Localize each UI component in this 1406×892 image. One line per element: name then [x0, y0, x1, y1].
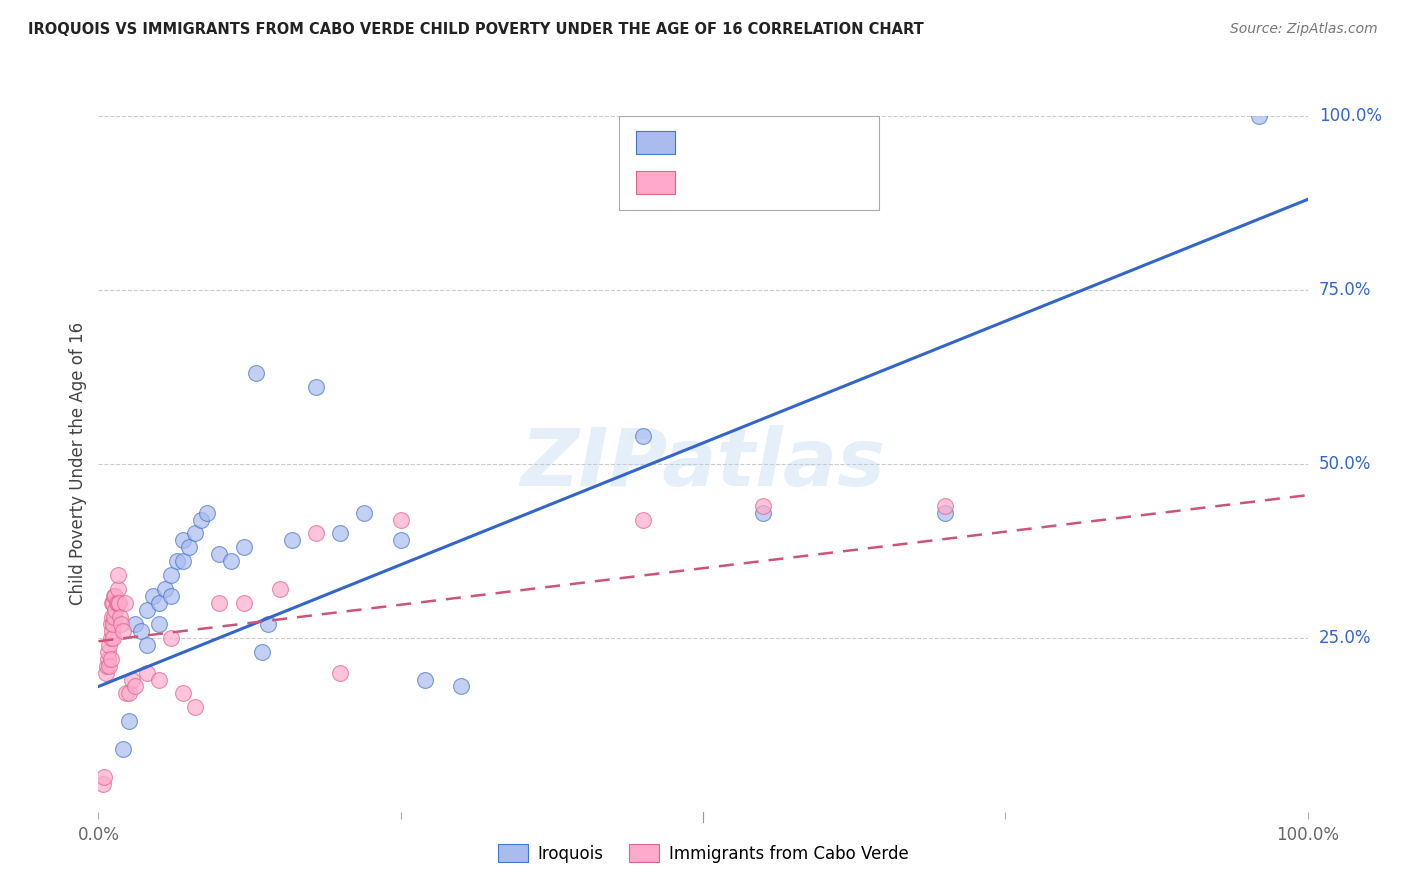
Point: [100, 631, 122, 645]
Point: [153, 582, 176, 596]
Point: [353, 506, 375, 520]
Point: [104, 589, 127, 603]
Point: [1249, 109, 1271, 123]
Point: [105, 596, 128, 610]
Point: [108, 610, 131, 624]
Point: [104, 603, 127, 617]
Point: [135, 665, 157, 680]
Point: [129, 624, 152, 638]
Point: [389, 533, 412, 548]
Point: [172, 554, 194, 568]
Point: [208, 547, 231, 561]
Legend: Iroquois, Immigrants from Cabo Verde: Iroquois, Immigrants from Cabo Verde: [491, 838, 915, 870]
Point: [111, 742, 134, 756]
Point: [934, 506, 956, 520]
Point: [103, 610, 125, 624]
Point: [752, 506, 775, 520]
Point: [98, 638, 121, 652]
Point: [121, 673, 143, 687]
Point: [91, 777, 114, 791]
Point: [329, 665, 352, 680]
Point: [103, 589, 125, 603]
Text: 100.0%: 100.0%: [1319, 107, 1382, 125]
Point: [114, 596, 136, 610]
Point: [190, 512, 212, 526]
Point: [135, 603, 157, 617]
Point: [148, 596, 170, 610]
Text: 75.0%: 75.0%: [1319, 281, 1371, 299]
Point: [98, 658, 121, 673]
Point: [148, 616, 170, 631]
Point: [389, 512, 412, 526]
Point: [110, 616, 132, 631]
Point: [100, 651, 122, 665]
Point: [232, 596, 254, 610]
Point: [413, 673, 436, 687]
Text: 25.0%: 25.0%: [1319, 629, 1371, 647]
Point: [305, 526, 328, 541]
Point: [195, 506, 218, 520]
Point: [97, 645, 120, 659]
Point: [135, 638, 157, 652]
Point: [148, 673, 170, 687]
Point: [172, 533, 194, 548]
Point: [631, 512, 654, 526]
Point: [160, 589, 183, 603]
Point: [118, 686, 141, 700]
Point: [208, 596, 231, 610]
Point: [108, 596, 131, 610]
Point: [160, 568, 183, 582]
Text: Source: ZipAtlas.com: Source: ZipAtlas.com: [1230, 22, 1378, 37]
Point: [93, 770, 115, 784]
Text: R = 0.092: R = 0.092: [683, 174, 766, 192]
Point: [100, 596, 122, 610]
Point: [269, 582, 291, 596]
Point: [107, 582, 129, 596]
Point: [232, 541, 254, 555]
Point: [934, 499, 956, 513]
Point: [118, 714, 141, 729]
Point: [172, 686, 194, 700]
Text: 50.0%: 50.0%: [1319, 455, 1371, 473]
Point: [124, 616, 146, 631]
Point: [107, 568, 129, 582]
Point: [115, 686, 138, 700]
Point: [184, 700, 207, 714]
Point: [281, 533, 304, 548]
Point: [111, 624, 134, 638]
Point: [221, 554, 243, 568]
Point: [97, 651, 120, 665]
Point: [177, 541, 201, 555]
Point: [160, 631, 183, 645]
Text: IROQUOIS VS IMMIGRANTS FROM CABO VERDE CHILD POVERTY UNDER THE AGE OF 16 CORRELA: IROQUOIS VS IMMIGRANTS FROM CABO VERDE C…: [28, 22, 924, 37]
Point: [101, 616, 124, 631]
Point: [250, 645, 273, 659]
Point: [100, 610, 122, 624]
Point: [245, 367, 267, 381]
Point: [101, 631, 124, 645]
Text: R = 0.678: R = 0.678: [683, 134, 766, 152]
Text: ZIPatlas: ZIPatlas: [520, 425, 886, 503]
Point: [142, 589, 165, 603]
Point: [94, 665, 117, 680]
Point: [100, 624, 122, 638]
Point: [107, 596, 129, 610]
Point: [184, 526, 207, 541]
Point: [124, 680, 146, 694]
Point: [752, 499, 775, 513]
Point: [450, 680, 472, 694]
Point: [329, 526, 352, 541]
Point: [631, 429, 654, 443]
Point: [305, 380, 328, 394]
Point: [100, 616, 122, 631]
Y-axis label: Child Poverty Under the Age of 16: Child Poverty Under the Age of 16: [69, 322, 87, 606]
Text: N = 48: N = 48: [783, 174, 845, 192]
Point: [166, 554, 188, 568]
Text: N = 36: N = 36: [783, 134, 845, 152]
Point: [96, 658, 118, 673]
Point: [256, 616, 278, 631]
Point: [101, 596, 124, 610]
